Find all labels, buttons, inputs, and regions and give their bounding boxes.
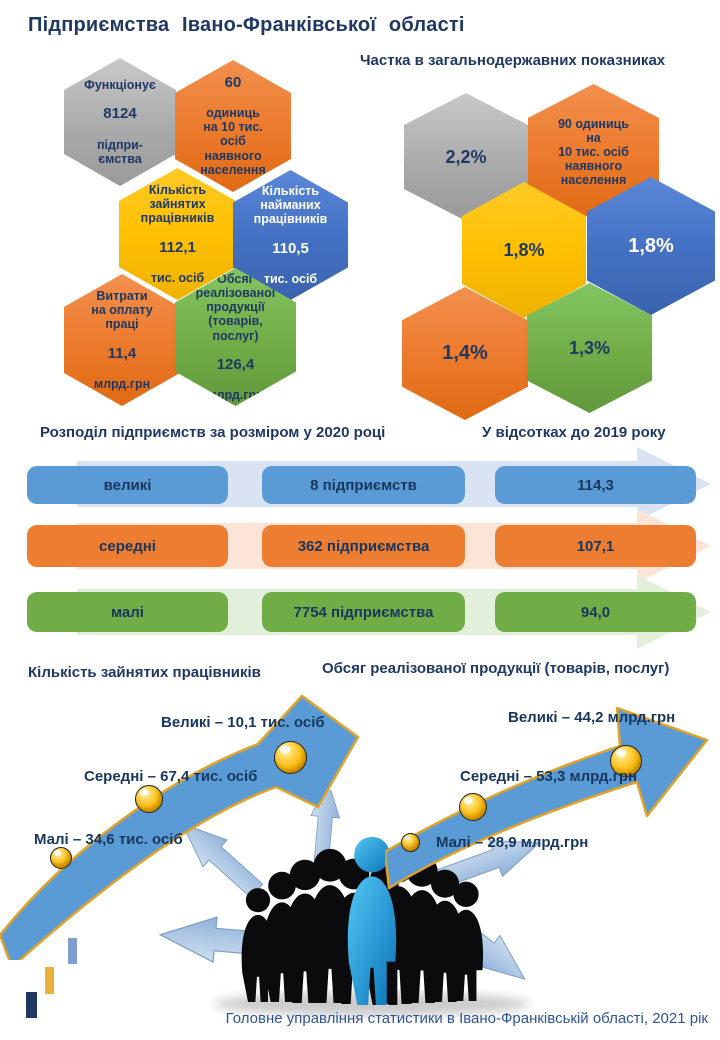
deco-bar-gold bbox=[45, 967, 54, 994]
hex-functioning-enterprises: Функціонує 8124 підпри- ємства bbox=[64, 58, 176, 186]
row-small-count: 7754 підприємства bbox=[262, 592, 465, 632]
footer-source: Головне управління статистики в Івано-Фр… bbox=[225, 1010, 708, 1027]
label-emp-large: Великі – 10,1 тис. осіб bbox=[161, 714, 325, 731]
swoosh-shape bbox=[0, 694, 360, 960]
hex-value: 11,4 bbox=[107, 344, 137, 362]
hex-unit: тис. осіб bbox=[263, 271, 318, 286]
row-medium-count: 362 підприємства bbox=[262, 525, 465, 567]
row-large-count: 8 підприємств bbox=[262, 466, 465, 504]
deco-bar-lightblue bbox=[68, 938, 77, 964]
row-medium-percent: 107,1 bbox=[495, 525, 696, 567]
hex-text: 1,3% bbox=[535, 338, 645, 358]
hex-text: Функціонує 8124 підпри- ємства bbox=[71, 64, 170, 180]
hex-unit: одиниць на 10 тис. осіб наявного населен… bbox=[200, 106, 266, 177]
hex-text: 90 одиниць на 10 тис. осіб наявного насе… bbox=[536, 117, 651, 188]
row-medium-category: середні bbox=[27, 525, 228, 567]
label-emp-small: Малі – 34,6 тис. осіб bbox=[34, 831, 183, 848]
hex-percent: 1,4% bbox=[442, 342, 488, 365]
hex-text: 1,4% bbox=[410, 342, 521, 365]
hex-employed-workers: Кількість зайнятих працівників 112,1 тис… bbox=[119, 168, 236, 300]
milestone-ball-sales-large bbox=[610, 745, 642, 777]
page-title: Підприємства Івано-Франківської області bbox=[28, 14, 465, 36]
sales-trend-arrow bbox=[385, 706, 709, 890]
row-small-category: малі bbox=[27, 592, 228, 632]
hex-value: 110,5 bbox=[272, 239, 309, 257]
label-sales-medium: Середні – 53,3 млрд.грн bbox=[460, 768, 638, 785]
milestone-ball-sales-small bbox=[401, 833, 420, 852]
milestone-ball-emp-small bbox=[50, 847, 72, 869]
hex-label: Функціонує bbox=[84, 78, 156, 93]
row-large-category: великі bbox=[27, 466, 228, 504]
row-large-percent: 114,3 bbox=[495, 466, 696, 504]
hex-sales-volume: Обсяг реалізованої продукції (товарів, п… bbox=[175, 268, 296, 406]
hex-percent: 2,2% bbox=[445, 146, 487, 167]
sales-title: Обсяг реалізованої продукції (товарів, п… bbox=[322, 660, 670, 677]
hex-label: Витрати на оплату праці bbox=[91, 289, 153, 332]
hex-percent: 1,8% bbox=[628, 234, 674, 257]
hex-text: Витрати на оплату праці 11,4 млрд.грн bbox=[71, 275, 173, 405]
label-sales-small: Малі – 28,9 млрд.грн bbox=[436, 834, 589, 851]
hex-label: Кількість зайнятих працівників bbox=[140, 183, 215, 226]
hex-unit: підпри- ємства bbox=[96, 137, 143, 166]
deco-bar-navy bbox=[26, 992, 37, 1018]
hex-label: Обсяг реалізованої продукції (товарів, п… bbox=[195, 272, 276, 343]
percent-to-2019-title: У відсотках до 2019 року bbox=[482, 424, 666, 441]
hex-text: 1,8% bbox=[469, 240, 578, 260]
hex-value: 112,1 bbox=[159, 238, 196, 256]
milestone-ball-emp-medium bbox=[135, 785, 163, 813]
employment-title: Кількість зайнятих працівників bbox=[28, 664, 261, 681]
hex-units-per-10k: 60 одиниць на 10 тис. осіб наявного насе… bbox=[175, 60, 291, 192]
hex-value: 8124 bbox=[103, 105, 137, 123]
hex-label: Кількість найманих працівників bbox=[253, 184, 328, 227]
hex-value: 126,4 bbox=[216, 355, 255, 373]
hex-label: 90 одиниць на 10 тис. осіб наявного насе… bbox=[557, 116, 630, 188]
hex-text: 1,8% bbox=[595, 235, 708, 258]
hex-value: 60 bbox=[224, 74, 242, 92]
hex-text: 60 одиниць на 10 тис. осіб наявного насе… bbox=[182, 61, 284, 191]
swoosh-shape bbox=[385, 706, 709, 890]
hex-text: Кількість найманих працівників 110,5 тис… bbox=[240, 170, 341, 300]
hex-text: 2,2% bbox=[411, 147, 520, 167]
business-people-illustration bbox=[157, 790, 547, 1016]
label-emp-medium: Середні – 67,4 тис. осіб bbox=[84, 768, 258, 785]
national-share-title: Частка в загальнодержавних показниках bbox=[360, 52, 666, 69]
milestone-ball-sales-medium bbox=[459, 793, 487, 821]
hex-labour-costs: Витрати на оплату праці 11,4 млрд.грн bbox=[64, 274, 180, 406]
size-distribution-title: Розподіл підприємств за розміром у 2020 … bbox=[40, 424, 386, 441]
hex-text: Кількість зайнятих працівників 112,1 тис… bbox=[126, 169, 229, 299]
row-small-percent: 94,0 bbox=[495, 592, 696, 632]
milestone-ball-emp-large bbox=[274, 741, 307, 774]
hex-percent: 1,3% bbox=[568, 337, 611, 358]
hex-unit: млрд.грн bbox=[207, 387, 264, 402]
hex-unit: млрд.грн bbox=[93, 376, 151, 391]
hex-percent: 1,8% bbox=[503, 239, 545, 260]
employment-trend-arrow bbox=[0, 694, 360, 960]
hex-unit: тис. осіб bbox=[150, 270, 205, 285]
label-sales-large: Великі – 44,2 млрд.грн bbox=[508, 709, 676, 726]
